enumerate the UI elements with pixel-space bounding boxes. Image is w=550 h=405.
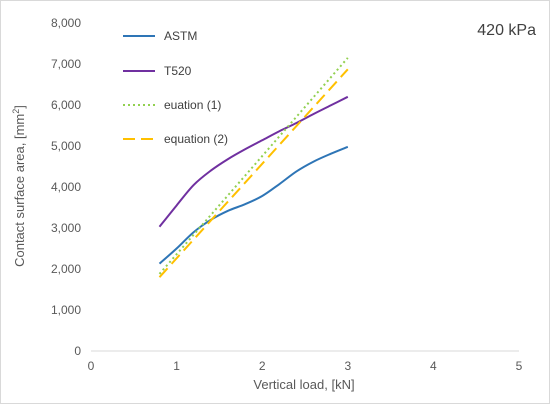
y-tick-label: 1,000 xyxy=(51,303,81,317)
series-line-4 xyxy=(158,68,349,278)
series-line-3 xyxy=(158,57,349,275)
y-tick-label: 0 xyxy=(74,344,81,358)
pressure-annotation: 420 kPa xyxy=(477,22,536,39)
y-tick-label: 6,000 xyxy=(51,98,81,112)
series-layer xyxy=(158,57,349,278)
x-tick-label: 3 xyxy=(344,359,351,373)
y-tick-label: 5,000 xyxy=(51,139,81,153)
series-line-1 xyxy=(158,145,349,265)
legend-label-2: T520 xyxy=(164,64,192,78)
x-tick-label: 5 xyxy=(516,359,523,373)
legend-label-4: equation (2) xyxy=(164,132,228,146)
x-tick-label: 4 xyxy=(430,359,437,373)
x-tick-label: 2 xyxy=(259,359,266,373)
series-line-2 xyxy=(158,95,349,228)
x-tick-label: 0 xyxy=(88,359,95,373)
x-axis-title: Vertical load, [kN] xyxy=(253,377,354,392)
y-tick-label: 3,000 xyxy=(51,221,81,235)
y-tick-label: 7,000 xyxy=(51,57,81,71)
legend: ASTM T520 euation (1) equation (2) xyxy=(123,29,228,146)
y-tick-label: 2,000 xyxy=(51,262,81,276)
y-tick-label: 4,000 xyxy=(51,180,81,194)
y-tick-label: 8,000 xyxy=(51,16,81,30)
legend-label-1: ASTM xyxy=(164,29,197,43)
legend-label-3: euation (1) xyxy=(164,98,221,112)
y-axis-ticks: 0 1,000 2,000 3,000 4,000 5,000 6,000 7,000 8,00… xyxy=(51,16,81,358)
x-tick-label: 1 xyxy=(173,359,180,373)
y-axis-title-superscript: 2 xyxy=(11,109,21,114)
x-axis-ticks: 0 1 2 3 4 5 xyxy=(88,359,523,373)
y-axis-title: Contact surface area, [mm2] xyxy=(11,105,27,267)
